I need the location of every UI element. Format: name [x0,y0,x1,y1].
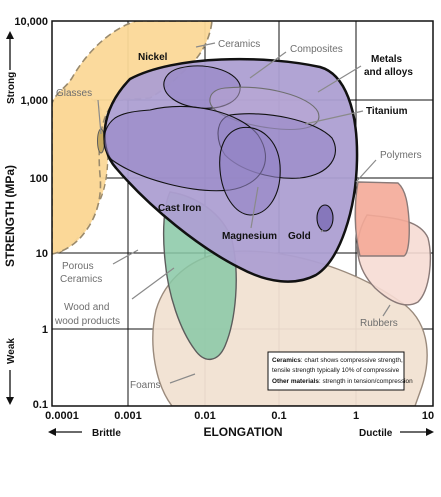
y-tick-label: 0.1 [33,399,48,411]
note-box: Ceramics: chart shows compressive streng… [267,351,413,391]
label-polymers: Polymers [380,150,422,161]
label-metals-line1: Metals [371,54,403,65]
x-tick-label: 0.001 [114,410,142,422]
x-tick-label: 0.1 [271,410,286,422]
region-polymers [354,181,410,257]
label-metals-line2: and alloys [364,67,413,78]
region-gold [316,204,334,232]
ductile-label: Ductile [359,428,393,439]
plot-frame [51,20,434,407]
label-gold: Gold [288,231,311,242]
note-line-3: Other materials: strength in tension/com… [272,378,413,385]
label-foams: Foams [130,380,161,391]
weak-indicator: Weak [6,338,17,405]
label-wood-line2: wood products [54,316,120,327]
y-axis-title: STRENGTH (MPa) [3,165,17,267]
label-rubbers: Rubbers [360,318,398,329]
note-line-2: tensile strength typically 10% of compre… [272,367,400,374]
brittle-label: Brittle [92,428,121,439]
x-tick-label: 10 [422,410,434,422]
x-tick-label: 0.0001 [45,410,79,422]
label-cast-iron: Cast Iron [158,203,201,214]
x-tick-label: 0.01 [194,410,215,422]
x-tick-labels: 0.0001 0.001 0.01 0.1 1 10 [45,410,434,422]
y-tick-label: 10 [36,248,48,260]
note-line-1: Ceramics: chart shows compressive streng… [272,357,403,364]
y-tick-label: 1,000 [20,95,48,107]
strong-label: Strong [6,72,17,104]
x-axis-title: ELONGATION [203,425,282,439]
label-magnesium: Magnesium [222,231,277,242]
y-tick-label: 1 [42,324,48,336]
brittle-indicator: Brittle [48,428,121,439]
leader-lines [97,42,391,384]
label-porous-line2: Ceramics [60,274,102,285]
label-porous-line1: Porous [62,261,94,272]
weak-label: Weak [6,338,17,364]
y-tick-label: 10,000 [14,16,48,28]
y-tick-labels: 10,000 1,000 100 10 1 0.1 [14,16,48,411]
label-wood-line1: Wood and [64,302,109,313]
x-tick-label: 1 [353,410,359,422]
region-magnesium [219,126,281,216]
label-ceramics: Ceramics [218,39,260,50]
region-labels: Ceramics Glasses Nickel Composites Metal… [54,39,422,391]
y-tick-label: 100 [30,173,48,185]
label-titanium: Titanium [366,106,408,117]
label-glasses: Glasses [56,88,92,99]
strong-indicator: Strong [6,31,17,104]
label-nickel: Nickel [138,52,168,63]
label-composites: Composites [290,44,343,55]
ductile-indicator: Ductile [359,428,434,439]
